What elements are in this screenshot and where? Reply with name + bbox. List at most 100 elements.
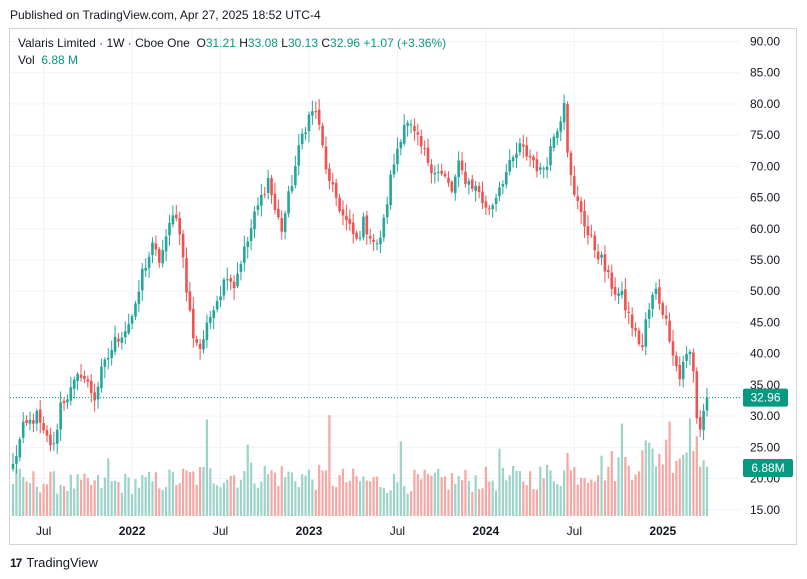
- candle-body: [702, 410, 705, 431]
- volume-bar: [535, 489, 539, 516]
- volume-bar: [552, 481, 556, 516]
- volume-bar: [236, 487, 239, 516]
- candle-body: [127, 324, 130, 334]
- candle-body: [477, 185, 481, 193]
- volume-bar: [358, 481, 362, 516]
- candle-body: [542, 168, 546, 170]
- candle-body: [300, 133, 304, 145]
- candle-body: [399, 141, 403, 149]
- volume-bar: [522, 481, 525, 516]
- candle-body: [219, 296, 222, 301]
- y-tick-label: 25.00: [750, 440, 780, 454]
- volume-bar: [117, 481, 120, 516]
- candle-body: [515, 153, 518, 159]
- volume-bar: [477, 489, 481, 516]
- footer-brand[interactable]: 17 TradingView: [10, 555, 98, 570]
- candle-body: [443, 173, 447, 177]
- candle-body: [647, 309, 651, 319]
- volume-bar: [484, 466, 487, 516]
- volume-bar: [164, 487, 168, 516]
- y-tick-label: 45.00: [750, 315, 780, 329]
- candle-body: [117, 338, 120, 342]
- candle-body: [692, 352, 695, 372]
- candle-body: [402, 125, 406, 144]
- candle-body: [52, 443, 56, 445]
- volume-bar: [440, 477, 443, 516]
- volume-bar: [583, 477, 586, 516]
- volume-bar: [614, 481, 617, 516]
- candle-body: [579, 201, 583, 213]
- candle-body: [212, 310, 216, 319]
- volume-bar: [273, 472, 277, 516]
- candle-body: [103, 359, 107, 367]
- candle-body: [243, 246, 246, 263]
- volume-bar: [73, 488, 76, 516]
- candle-body: [593, 235, 597, 251]
- high-value: 33.08: [247, 36, 278, 50]
- volume-bar: [324, 470, 328, 516]
- volume-bar: [90, 484, 93, 516]
- volume-bar: [76, 474, 79, 516]
- volume-bar: [290, 472, 294, 516]
- volume-bar: [382, 487, 385, 516]
- volume-bar: [406, 493, 409, 516]
- volume-bar: [624, 456, 627, 516]
- x-tick-label: Jul: [390, 524, 405, 538]
- volume-bar: [66, 490, 69, 516]
- volume-bar: [212, 483, 215, 516]
- candle-body: [406, 122, 409, 126]
- candle-body: [59, 402, 62, 430]
- y-tick-label: 75.00: [750, 128, 780, 142]
- candle-body: [192, 308, 195, 339]
- x-tick-label: 2022: [119, 524, 146, 538]
- candle-body: [559, 121, 563, 132]
- candle-body: [161, 250, 164, 264]
- volume-bar: [566, 453, 569, 516]
- volume-bar: [695, 436, 698, 516]
- volume-bar: [171, 471, 174, 516]
- volume-bar: [158, 488, 161, 516]
- candle-body: [671, 341, 675, 356]
- candle-body: [470, 179, 474, 190]
- candle-body: [317, 109, 321, 125]
- candle-body: [419, 136, 423, 147]
- candle-body: [491, 205, 494, 210]
- volume-bar: [124, 473, 127, 516]
- volume-bar: [454, 483, 457, 516]
- candle-body: [504, 172, 508, 185]
- candle-body: [137, 291, 141, 305]
- volume-bar: [185, 470, 188, 516]
- volume-bar: [59, 484, 62, 516]
- volume-bar: [287, 471, 290, 516]
- candle-body: [518, 143, 522, 153]
- candle-body: [668, 320, 671, 342]
- candle-body: [229, 278, 233, 282]
- volume-bar: [154, 472, 157, 516]
- candle-body: [569, 152, 573, 176]
- volume-bar: [25, 481, 28, 516]
- candle-body: [600, 254, 603, 258]
- candle-body: [447, 177, 450, 183]
- candle-body: [42, 423, 45, 431]
- candle-body: [96, 386, 100, 400]
- volume-bar: [586, 482, 590, 516]
- candle-body: [532, 156, 535, 161]
- volume-bar: [409, 491, 413, 516]
- candle-body: [637, 330, 641, 345]
- volume-bar: [437, 468, 440, 516]
- volume-bar: [634, 474, 637, 516]
- candle-body: [413, 126, 416, 132]
- candle-body: [617, 293, 620, 296]
- volume-bar: [202, 466, 205, 516]
- candle-body: [644, 319, 648, 347]
- volume-bar: [617, 457, 620, 516]
- candle-body: [321, 125, 324, 146]
- volume-bar: [699, 466, 702, 516]
- candle-body: [62, 400, 66, 404]
- published-note: Published on TradingView.com, Apr 27, 20…: [10, 8, 321, 22]
- candle-body: [266, 178, 270, 193]
- candle-body: [498, 187, 501, 197]
- volume-bar: [181, 468, 185, 516]
- volume-bar: [205, 419, 209, 516]
